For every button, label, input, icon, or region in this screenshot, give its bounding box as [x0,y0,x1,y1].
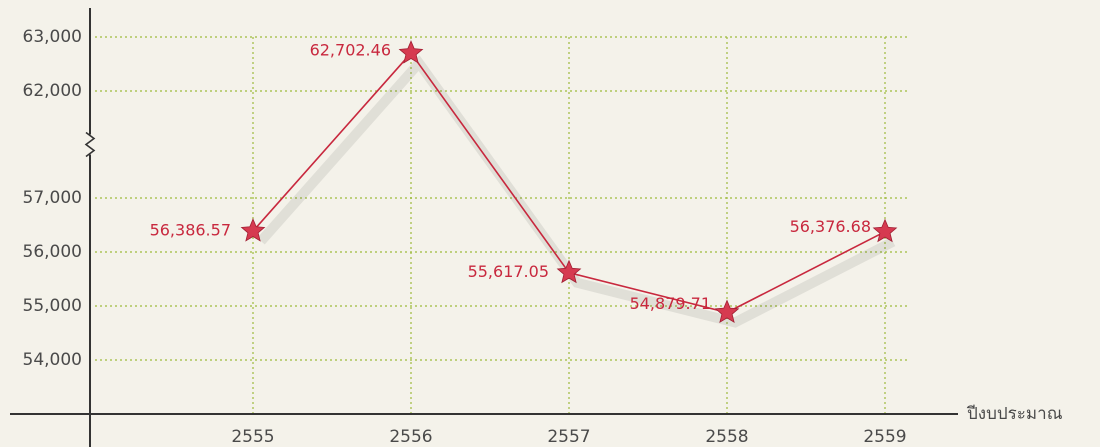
y-tick-label: 57,000 [23,188,82,208]
y-tick-label: 62,000 [23,81,82,101]
marker [240,218,266,242]
y-tick-label: 54,000 [23,350,82,370]
y-tick-label: 55,000 [23,296,82,316]
axis-break-gap [87,134,93,155]
marker [556,259,582,284]
y-tick-label: 56,000 [23,242,82,262]
x-tick-label: 2556 [389,427,432,447]
y-tick-label: 63,000 [23,27,82,47]
marker [714,299,740,324]
x-axis-label: ปีงบประมาณ [966,404,1063,424]
marker [872,218,898,243]
x-tick-label: 2555 [231,427,274,447]
x-tick-label: 2559 [863,427,906,447]
data-label: 62,702.46 [310,41,391,60]
data-label: 55,617.05 [468,262,549,281]
data-label: 56,376.68 [790,217,871,236]
x-tick-label: 2557 [547,427,590,447]
data-label: 54,879.71 [630,294,711,313]
axis-break [84,131,96,158]
shadow [257,55,896,328]
data-label: 56,386.57 [150,221,231,240]
marker [398,40,424,64]
x-tick-label: 2558 [705,427,748,447]
